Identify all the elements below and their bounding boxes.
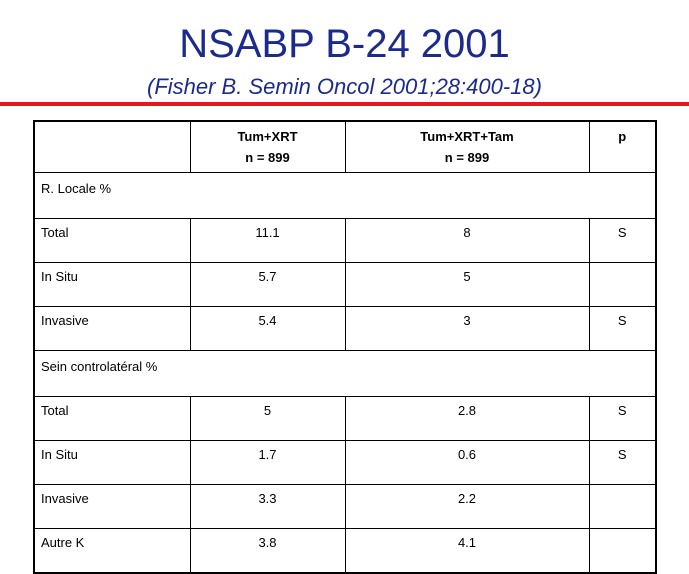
divider xyxy=(0,102,689,106)
header-label: Tum+XRT xyxy=(237,129,298,144)
cell: 1.7 xyxy=(189,440,346,485)
cell: 8 xyxy=(344,218,590,263)
header-cell: Tum+XRT+Tam n = 899 xyxy=(344,120,590,173)
header-cell: p xyxy=(588,120,657,173)
cell: 5.7 xyxy=(189,262,346,307)
cell: 5 xyxy=(189,396,346,441)
data-row: Invasive 5.4 3 S xyxy=(33,306,657,351)
row-label: Invasive xyxy=(33,484,191,529)
cell: S xyxy=(588,396,657,441)
cell: 2.8 xyxy=(344,396,590,441)
section-label: R. Locale % xyxy=(33,172,657,219)
section-row: Sein controlatéral % xyxy=(33,350,657,397)
section-row: R. Locale % xyxy=(33,172,657,219)
cell: S xyxy=(588,306,657,351)
row-label: In Situ xyxy=(33,440,191,485)
row-label: Invasive xyxy=(33,306,191,351)
header-row: Tum+XRT n = 899 Tum+XRT+Tam n = 899 p xyxy=(33,120,657,173)
header-cell xyxy=(33,120,191,173)
subtitle: (Fisher B. Semin Oncol 2001;28:400-18) xyxy=(147,74,542,99)
header-count: n = 899 xyxy=(444,150,490,165)
empty-cell xyxy=(588,262,657,307)
header-label: p xyxy=(618,129,627,144)
cell: 2.2 xyxy=(344,484,590,529)
slide: {"title": "NSABP B-24 2001", "subtitle":… xyxy=(0,22,689,574)
cell: 5 xyxy=(344,262,590,307)
row-label: Autre K xyxy=(33,528,191,574)
title: NSABP B-24 2001 xyxy=(179,22,510,66)
data-row: Invasive 3.3 2.2 xyxy=(33,484,657,529)
data-row: Autre K 3.8 4.1 xyxy=(33,528,657,574)
row-label: Total xyxy=(33,396,191,441)
header-count: n = 899 xyxy=(245,150,290,165)
cell: 0.6 xyxy=(344,440,590,485)
data-row: Total 5 2.8 S xyxy=(33,396,657,441)
header-label: Tum+XRT+Tam xyxy=(420,129,514,144)
cell: 3.3 xyxy=(189,484,346,529)
results-table: Tum+XRT n = 899 Tum+XRT+Tam n = 899 p R. Loca… xyxy=(33,120,657,574)
data-row: In Situ 1.7 0.6 S xyxy=(33,440,657,485)
cell: 11.1 xyxy=(189,218,346,263)
data-row: Total 11.1 8 S xyxy=(33,218,657,263)
empty-cell xyxy=(588,484,657,529)
section-label: Sein controlatéral % xyxy=(33,350,657,397)
cell: 4.1 xyxy=(344,528,590,574)
cell: 5.4 xyxy=(189,306,346,351)
row-label: In Situ xyxy=(33,262,191,307)
cell: 3.8 xyxy=(189,528,346,574)
cell: S xyxy=(588,440,657,485)
row-label: Total xyxy=(33,218,191,263)
header-cell: Tum+XRT n = 899 xyxy=(189,120,346,173)
cell: S xyxy=(588,218,657,263)
empty-cell xyxy=(588,528,657,574)
cell: 3 xyxy=(344,306,590,351)
data-row: In Situ 5.7 5 xyxy=(33,262,657,307)
